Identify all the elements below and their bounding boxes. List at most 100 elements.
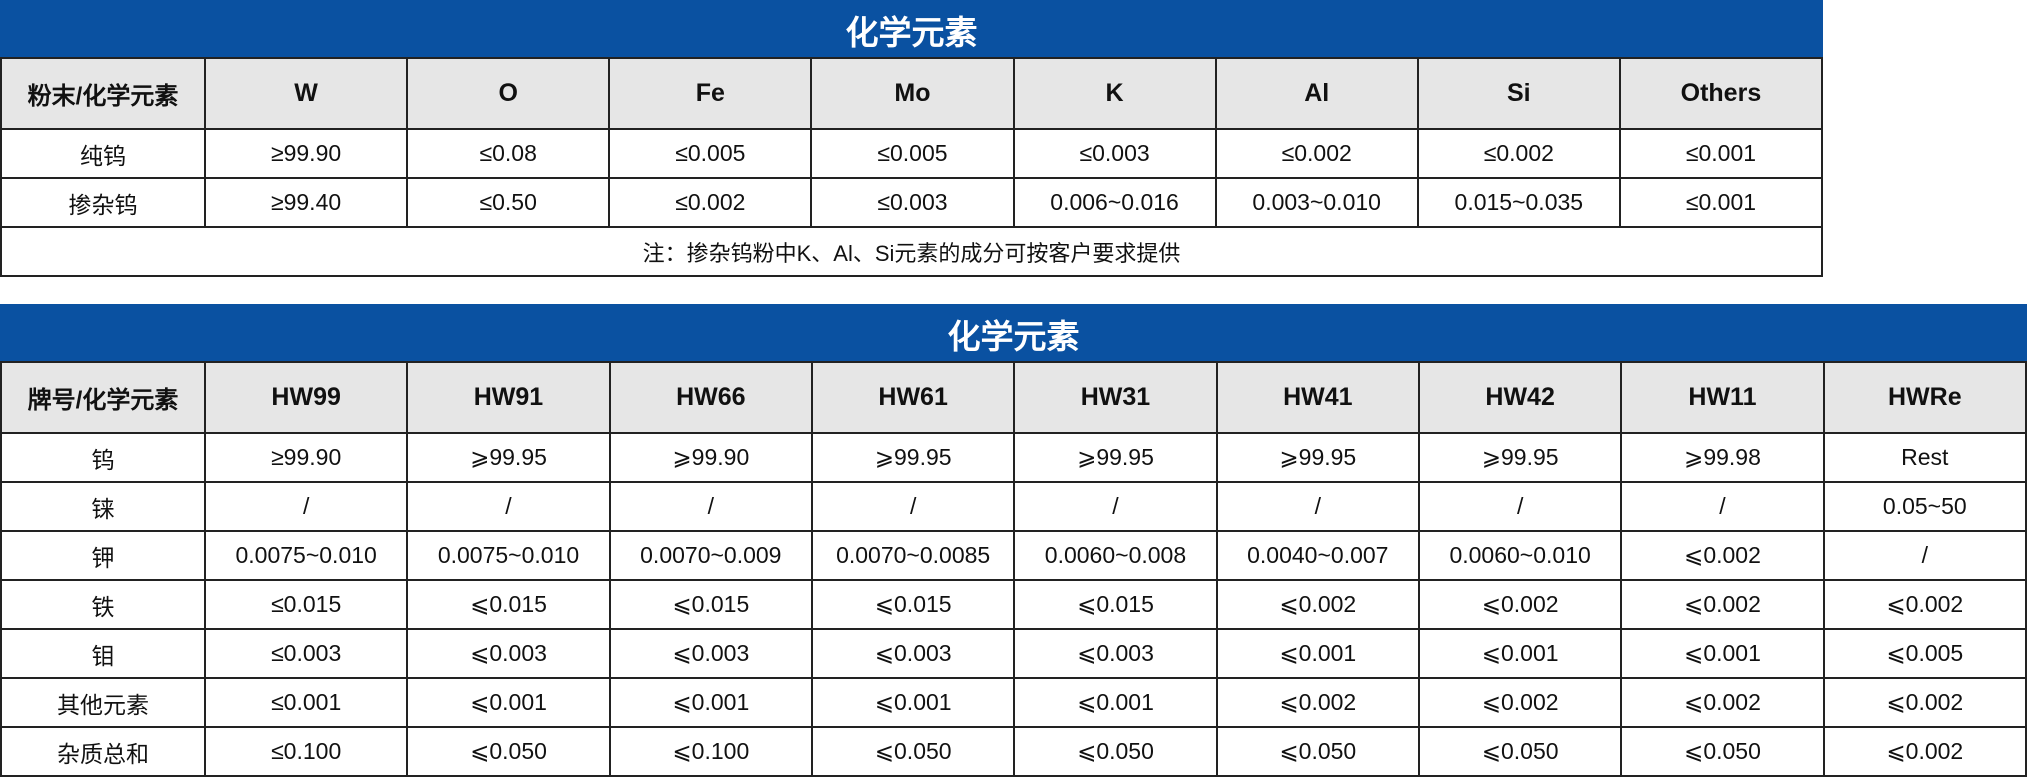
column-header: Mo (810, 57, 1015, 130)
table-cell: ⩽0.001 (1215, 628, 1420, 679)
row-label: 纯钨 (0, 128, 206, 179)
table-cell: ≤0.001 (203, 677, 409, 728)
column-header: Al (1214, 57, 1419, 130)
table-cell: ⩽0.002 (1417, 677, 1623, 728)
table-cell: Rest (1822, 432, 2027, 483)
table-cell: ⩾99.95 (810, 432, 1016, 483)
table-cell: ⩾99.95 (1013, 432, 1218, 483)
column-header: HW41 (1215, 361, 1420, 434)
column-header: HW61 (810, 361, 1016, 434)
row-label: 钼 (0, 628, 206, 679)
table-cell: / (1013, 481, 1218, 532)
table-cell: ⩽0.002 (1822, 579, 2027, 630)
table-row: 其他元素 ≤0.001 ⩽0.001 ⩽0.001 ⩽0.001 ⩽0.001 ⩽0.002… (0, 677, 2027, 728)
table-cell: ⩽0.015 (810, 579, 1016, 630)
table-cell: / (810, 481, 1016, 532)
table-cell: / (1822, 530, 2027, 581)
table-cell: ≤0.002 (608, 177, 813, 228)
table-cell: 0.0060~0.008 (1013, 530, 1218, 581)
table-cell: 0.0060~0.010 (1417, 530, 1623, 581)
table-cell: ⩽0.050 (810, 726, 1016, 777)
table-cell: ≤0.005 (608, 128, 813, 179)
row-label: 铼 (0, 481, 206, 532)
table-row: 掺杂钨 ≥99.40 ≤0.50 ≤0.002 ≤0.003 0.006~0.016 0.0… (0, 177, 1824, 228)
table-cell: ≥99.40 (203, 177, 409, 228)
table-row: 铁 ≤0.015 ⩽0.015 ⩽0.015 ⩽0.015 ⩽0.015 ⩽0.002 ⩽0.… (0, 579, 2027, 630)
column-header: HW31 (1013, 361, 1218, 434)
table-cell: ⩾99.98 (1620, 432, 1825, 483)
table-cell: / (1620, 481, 1825, 532)
table-cell: ≥99.90 (203, 432, 409, 483)
column-header: 牌号/化学元素 (0, 361, 206, 434)
column-header: W (203, 57, 409, 130)
table-row: 钾 0.0075~0.010 0.0075~0.010 0.0070~0.009 0.0… (0, 530, 2027, 581)
grade-composition-table: 化学元素 牌号/化学元素 HW99 HW91 HW66 HW61 HW31 HW41 HW42… (0, 304, 2027, 777)
table-cell: ⩽0.002 (1215, 579, 1420, 630)
table-cell: ⩽0.001 (1013, 677, 1218, 728)
table-cell: ⩽0.005 (1822, 628, 2027, 679)
table-cell: ≥99.90 (203, 128, 409, 179)
table-cell: 0.006~0.016 (1012, 177, 1217, 228)
table-cell: ⩽0.050 (1417, 726, 1623, 777)
table-title: 化学元素 (0, 304, 2027, 363)
table-cell: ⩽0.001 (608, 677, 813, 728)
table-cell: 0.0070~0.0085 (810, 530, 1016, 581)
table-cell: / (203, 481, 409, 532)
row-label: 铁 (0, 579, 206, 630)
table-cell: ≤0.001 (1618, 128, 1824, 179)
table-row: 纯钨 ≥99.90 ≤0.08 ≤0.005 ≤0.005 ≤0.003 ≤0.002 ≤0.… (0, 128, 1824, 179)
column-header: Si (1416, 57, 1621, 130)
table-cell: ⩽0.015 (406, 579, 611, 630)
table-row: 铼 / / / / / / //0.05~50 (0, 481, 2027, 532)
column-header: HW91 (406, 361, 611, 434)
table-cell: ⩽0.050 (1013, 726, 1218, 777)
table-cell: / (608, 481, 813, 532)
powder-composition-table: 化学元素 粉末/化学元素 W O Fe Mo K Al Si Others 纯钨 ≥99.90 ≤0… (0, 0, 1824, 277)
table-cell: ⩽0.002 (1822, 726, 2027, 777)
table-cell: ⩽0.002 (1620, 579, 1825, 630)
table-cell: ⩽0.015 (608, 579, 813, 630)
table-cell: ⩽0.003 (406, 628, 611, 679)
table-cell: ⩽0.003 (608, 628, 813, 679)
table-cell: ≤0.002 (1214, 128, 1419, 179)
table-cell: ≤0.08 (406, 128, 611, 179)
table-cell: ≤0.003 (810, 177, 1015, 228)
table-cell: ⩽0.002 (1620, 677, 1825, 728)
table-note: 注：掺杂钨粉中K、Al、Si元素的成分可按客户要求提供 (0, 226, 1823, 277)
table-cell: ⩽0.003 (1013, 628, 1218, 679)
table-cell: 0.0075~0.010 (406, 530, 611, 581)
table-cell: ≤0.005 (810, 128, 1015, 179)
column-header: HW99 (203, 361, 409, 434)
table-title: 化学元素 (0, 0, 1823, 59)
table-cell: ⩽0.003 (810, 628, 1016, 679)
table-cell: ⩾99.90 (608, 432, 813, 483)
table-cell: ⩽0.050 (1620, 726, 1825, 777)
table-cell: ⩽0.050 (1215, 726, 1420, 777)
row-label: 钨 (0, 432, 206, 483)
row-label: 杂质总和 (0, 726, 206, 777)
table-cell: 0.0070~0.009 (608, 530, 813, 581)
table-cell: ⩽0.002 (1417, 579, 1623, 630)
table-cell: ⩽0.002 (1215, 677, 1420, 728)
table-row: 钨 ≥99.90 ⩾99.95 ⩾99.90 ⩾99.95 ⩾99.95 ⩾99.95 ⩾99… (0, 432, 2027, 483)
table-cell: ≤0.001 (1618, 177, 1824, 228)
table-cell: ⩽0.001 (1417, 628, 1623, 679)
table-cell: 0.0075~0.010 (203, 530, 409, 581)
table-cell: ⩾99.95 (1417, 432, 1623, 483)
column-header: HWRe (1822, 361, 2027, 434)
table-cell: ≤0.015 (203, 579, 409, 630)
table-cell: ⩾99.95 (1215, 432, 1420, 483)
table-cell: ≤0.100 (203, 726, 409, 777)
table-cell: ⩽0.001 (406, 677, 611, 728)
row-label: 其他元素 (0, 677, 206, 728)
column-header: K (1012, 57, 1217, 130)
table-cell: ≤0.003 (1012, 128, 1217, 179)
table-cell: ⩽0.001 (1620, 628, 1825, 679)
table-cell: ⩽0.002 (1822, 677, 2027, 728)
table-cell: ⩾99.95 (406, 432, 611, 483)
table-cell: / (1417, 481, 1623, 532)
column-header: HW42 (1417, 361, 1623, 434)
table-cell: / (406, 481, 611, 532)
table-row: 杂质总和 ≤0.100 ⩽0.050 ⩽0.100 ⩽0.050 ⩽0.050 ⩽0.050… (0, 726, 2027, 777)
table-cell: ⩽0.001 (810, 677, 1016, 728)
